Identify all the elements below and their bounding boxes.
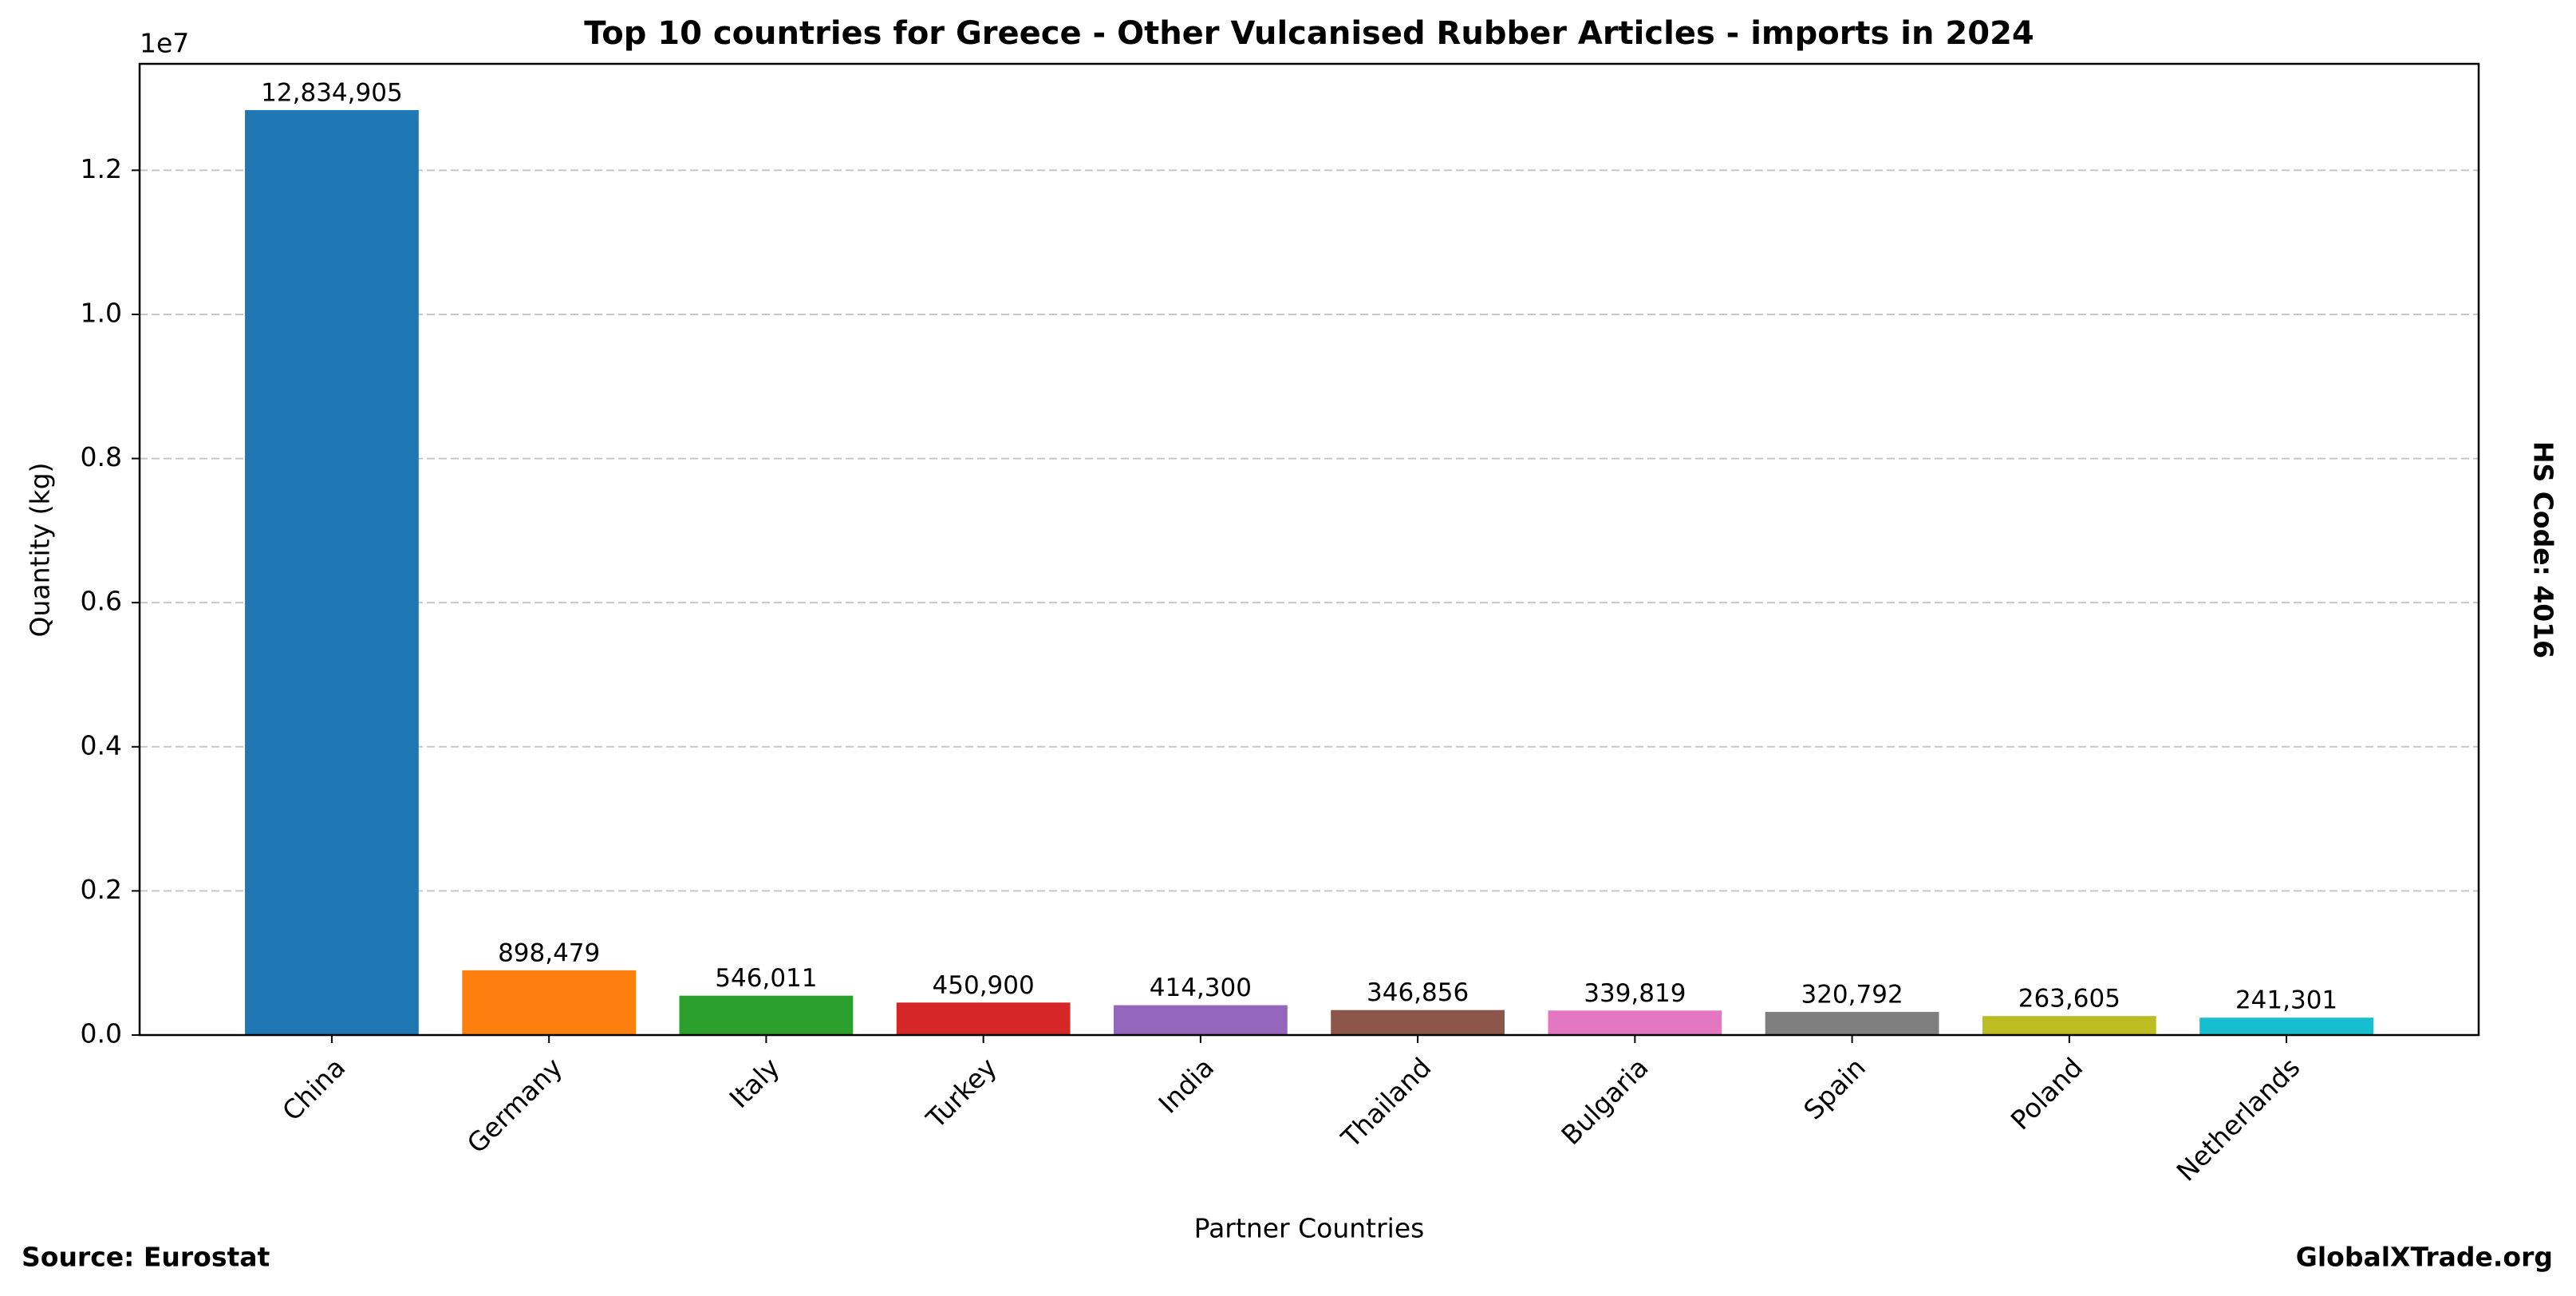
y-tick-label: 0.2 — [81, 874, 122, 905]
value-label: 241,301 — [2235, 986, 2337, 1015]
site: GlobalXTrade.org — [2296, 1242, 2553, 1273]
chart-title: Top 10 countries for Greece - Other Vulc… — [584, 15, 2034, 52]
value-label: 346,856 — [1367, 978, 1469, 1007]
y-tick-label: 1.0 — [81, 297, 122, 328]
bar — [1548, 1010, 1722, 1035]
value-label: 12,834,905 — [261, 78, 403, 107]
y-offset-label: 1e7 — [140, 28, 189, 59]
y-axis-label: Quantity (kg) — [25, 463, 56, 638]
bar — [1765, 1012, 1939, 1035]
bar — [1331, 1010, 1505, 1035]
y-tick-label: 0.6 — [81, 586, 122, 617]
bar — [896, 1002, 1071, 1035]
value-label: 339,819 — [1584, 979, 1686, 1008]
y-tick-label: 0.4 — [81, 729, 122, 761]
bar — [1982, 1016, 2156, 1035]
bar — [245, 109, 419, 1035]
y-tick-label: 0.0 — [81, 1018, 122, 1049]
value-label: 263,605 — [2018, 985, 2120, 1013]
source: Source: Eurostat — [22, 1242, 270, 1273]
plot-frame — [138, 62, 2480, 1037]
side-note: HS Code: 4016 — [2528, 441, 2559, 658]
bar — [1113, 1005, 1288, 1035]
value-label: 320,792 — [1801, 981, 1903, 1010]
value-label: 450,900 — [933, 971, 1035, 1000]
x-axis-label: Partner Countries — [1194, 1213, 1425, 1244]
bar — [462, 970, 637, 1035]
y-tick-label: 1.2 — [81, 153, 122, 184]
value-label: 546,011 — [715, 964, 817, 993]
value-label: 898,479 — [498, 938, 600, 967]
bar — [2199, 1017, 2373, 1035]
y-tick-label: 0.8 — [81, 441, 122, 472]
bar — [679, 995, 854, 1035]
value-label: 414,300 — [1150, 974, 1252, 1002]
